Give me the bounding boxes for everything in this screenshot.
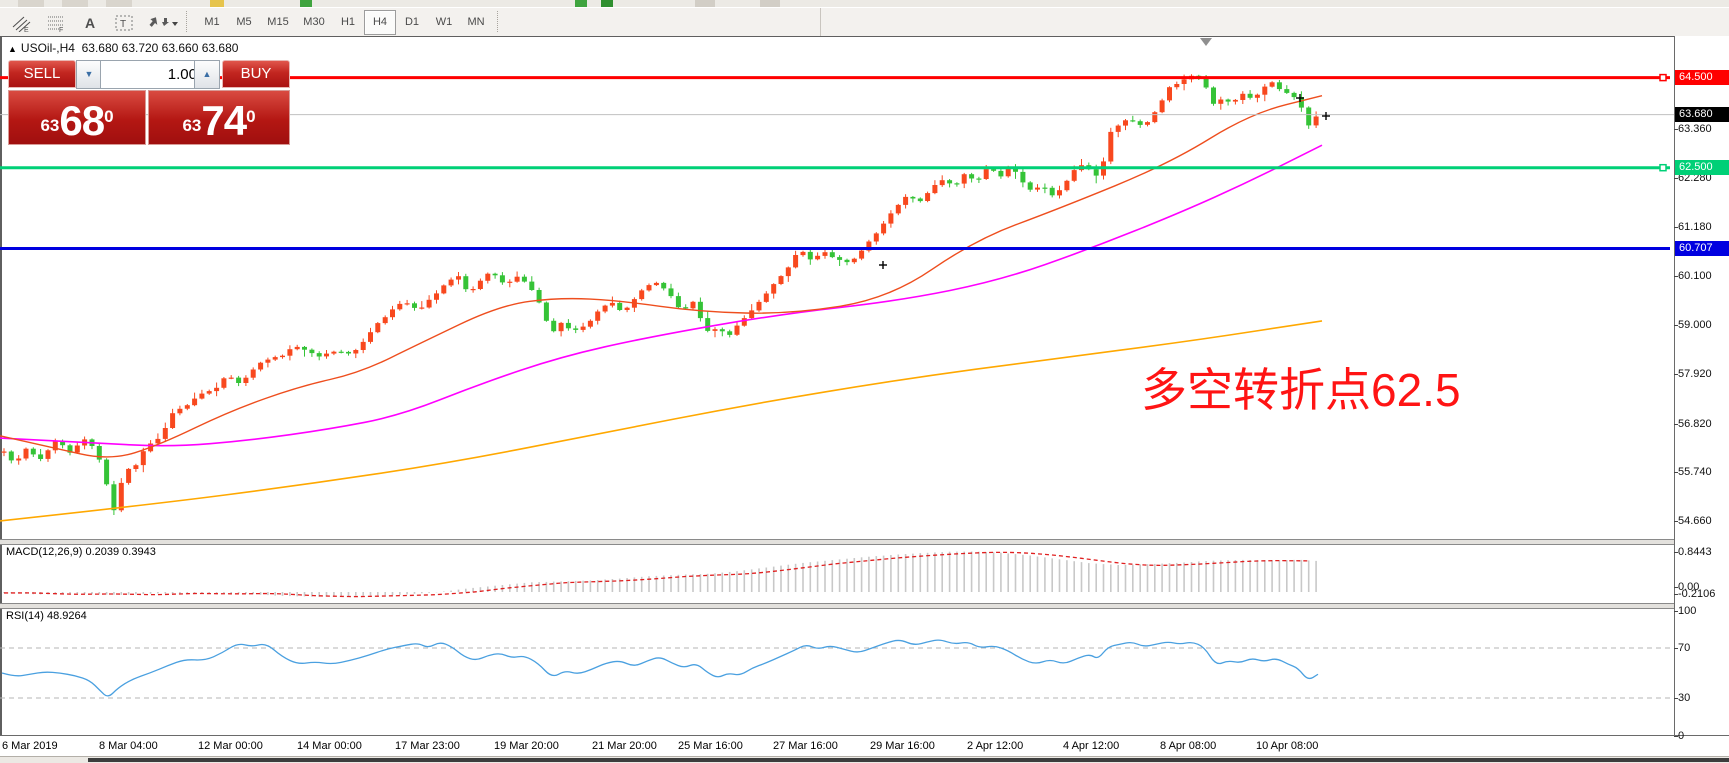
macd-panel-chart[interactable] bbox=[0, 544, 1674, 603]
fibonacci-retracement-icon[interactable]: F bbox=[42, 9, 70, 36]
price-tick-60.100: 60.100 bbox=[1674, 269, 1712, 283]
macd-tick-0.00: 0.00 bbox=[1674, 580, 1699, 594]
rsi-tick-100: 100 bbox=[1674, 604, 1696, 618]
clipped-icon bbox=[760, 0, 780, 7]
macd-indicator-label: MACD(12,26,9) 0.2039 0.3943 bbox=[6, 546, 156, 558]
clipped-icon bbox=[210, 0, 224, 7]
timeframe-button-m30[interactable]: M30 bbox=[303, 16, 325, 28]
volume-increase-button[interactable]: ▲ bbox=[194, 60, 220, 89]
rsi-tick-30: 30 bbox=[1674, 691, 1690, 705]
panel-divider[interactable] bbox=[0, 539, 1729, 545]
price-axis[interactable]: 63.360 62.280 61.180 60.100 59.000 57.920 56.8… bbox=[1674, 36, 1729, 742]
time-label: 17 Mar 23:00 bbox=[395, 740, 460, 752]
time-label: 14 Mar 00:00 bbox=[297, 740, 362, 752]
arrow-objects-icon[interactable] bbox=[144, 9, 182, 36]
chart-ohlc-values: 63.680 63.720 63.660 63.680 bbox=[81, 41, 239, 55]
toolbar-separator bbox=[186, 11, 188, 32]
price-tick-61.180: 61.180 bbox=[1674, 220, 1712, 234]
time-label: 8 Mar 04:00 bbox=[99, 740, 158, 752]
timeframe-button-mn[interactable]: MN bbox=[467, 16, 485, 28]
time-label: 29 Mar 16:00 bbox=[870, 740, 935, 752]
time-label: 8 Apr 08:00 bbox=[1160, 740, 1217, 752]
rsi-panel-chart[interactable] bbox=[0, 608, 1674, 735]
clipped-icon bbox=[575, 0, 587, 7]
svg-text:T: T bbox=[120, 19, 126, 30]
chart-text-annotation[interactable]: 多空转折点62.5 bbox=[1141, 364, 1461, 416]
time-axis[interactable]: 6 Mar 2019 8 Mar 04:00 12 Mar 00:00 14 Mar … bbox=[0, 735, 1729, 757]
time-label: 12 Mar 00:00 bbox=[198, 740, 263, 752]
current-price-badge: 63.680 bbox=[1675, 106, 1729, 122]
scrollbar-thumb[interactable] bbox=[88, 758, 1729, 762]
trade-panel-collapse-icon[interactable]: ▲ bbox=[8, 44, 17, 54]
buy-button[interactable]: BUY bbox=[222, 60, 290, 88]
chart-window bbox=[0, 36, 1729, 763]
rsi-tick-70: 70 bbox=[1674, 641, 1690, 655]
price-tick-54.660: 54.660 bbox=[1674, 514, 1712, 528]
price-tick-57.920: 57.920 bbox=[1674, 367, 1712, 381]
svg-text:E: E bbox=[24, 27, 29, 32]
time-label: 25 Mar 16:00 bbox=[678, 740, 743, 752]
sell-price-display[interactable]: 63 68 0 bbox=[8, 90, 146, 145]
panel-divider[interactable] bbox=[0, 603, 1729, 609]
sell-price-point: 0 bbox=[104, 107, 114, 126]
price-tick-59.000: 59.000 bbox=[1674, 318, 1712, 332]
text-label-icon[interactable]: A bbox=[84, 14, 96, 31]
time-label: 2 Apr 12:00 bbox=[967, 740, 1024, 752]
time-label: 19 Mar 20:00 bbox=[494, 740, 559, 752]
price-line-badge-62.500: 62.500 bbox=[1675, 159, 1729, 175]
time-label: 10 Apr 08:00 bbox=[1256, 740, 1319, 752]
timeframe-button-w1[interactable]: W1 bbox=[435, 16, 453, 28]
time-label: 4 Apr 12:00 bbox=[1063, 740, 1120, 752]
buy-price-major: 63 bbox=[182, 116, 202, 135]
sell-price-major: 63 bbox=[40, 116, 60, 135]
volume-decrease-button[interactable]: ▼ bbox=[76, 60, 102, 89]
timeframe-button-m5[interactable]: M5 bbox=[236, 16, 252, 28]
chart-title: ▲ USOil-,H4 63.680 63.720 63.660 63.680 bbox=[8, 41, 238, 55]
timeframe-button-h1[interactable]: H1 bbox=[340, 16, 356, 28]
text-box-icon[interactable]: T bbox=[110, 9, 138, 36]
timeframe-button-m1[interactable]: M1 bbox=[204, 16, 220, 28]
rsi-tick-0: 0 bbox=[1674, 729, 1684, 743]
timeframe-button-d1[interactable]: D1 bbox=[404, 16, 420, 28]
buy-price-point: 0 bbox=[246, 107, 256, 126]
chart-shift-marker-icon[interactable] bbox=[1200, 38, 1212, 46]
volume-input[interactable] bbox=[100, 60, 204, 89]
timeframe-button-m15[interactable]: M15 bbox=[267, 16, 289, 28]
macd-tick--0.2106: -0.2106 bbox=[1674, 587, 1715, 601]
price-line-badge-60.707: 60.707 bbox=[1675, 240, 1729, 256]
toolbar-end-divider bbox=[820, 8, 821, 36]
clipped-icon bbox=[62, 0, 88, 7]
buy-price-display[interactable]: 63 74 0 bbox=[148, 90, 290, 145]
equidistant-channel-icon[interactable]: E bbox=[8, 9, 36, 36]
price-tick-63.360: 63.360 bbox=[1674, 122, 1712, 136]
price-tick-56.820: 56.820 bbox=[1674, 417, 1712, 431]
time-label: 27 Mar 16:00 bbox=[773, 740, 838, 752]
line-studies-toolbar: E F A T M1 M5 M15 M30 H1 H4 D1 W1 MN bbox=[0, 8, 1729, 37]
timeframe-button-h4[interactable]: H4 bbox=[364, 10, 396, 35]
time-label: 21 Mar 20:00 bbox=[592, 740, 657, 752]
clipped-icon bbox=[601, 0, 613, 7]
clipped-toolbar-row bbox=[0, 0, 1729, 8]
sell-price-pips: 68 bbox=[59, 97, 105, 144]
clipped-icon bbox=[300, 0, 312, 7]
toolbar-separator bbox=[497, 11, 499, 32]
buy-price-pips: 74 bbox=[201, 97, 247, 144]
main-price-chart[interactable] bbox=[0, 36, 1674, 539]
sell-button[interactable]: SELL bbox=[8, 60, 76, 88]
macd-tick-0.8443: 0.8443 bbox=[1674, 545, 1712, 559]
clipped-icon bbox=[695, 0, 715, 7]
time-label: 6 Mar 2019 bbox=[2, 740, 58, 752]
price-line-badge-64.500: 64.500 bbox=[1675, 69, 1729, 85]
horizontal-scrollbar[interactable] bbox=[0, 756, 1729, 763]
rsi-indicator-label: RSI(14) 48.9264 bbox=[6, 610, 87, 622]
price-tick-55.740: 55.740 bbox=[1674, 465, 1712, 479]
svg-text:F: F bbox=[59, 27, 63, 32]
chart-symbol-period: USOil-,H4 bbox=[20, 41, 75, 55]
clipped-icon bbox=[18, 0, 44, 7]
clipped-icon bbox=[106, 0, 132, 7]
